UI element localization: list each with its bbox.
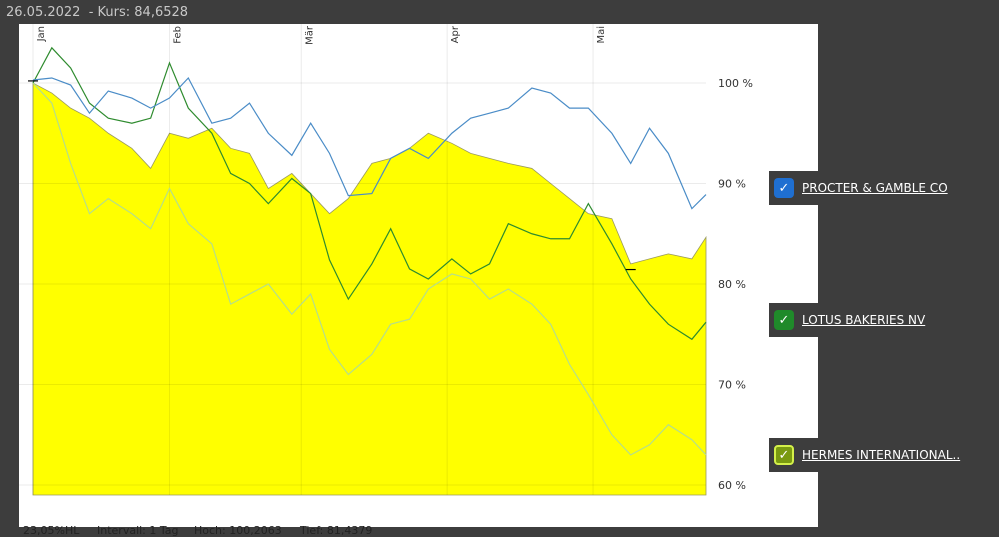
series-line-procter-gamble xyxy=(32,76,707,210)
stat-high: Hoch: 100,2063 xyxy=(194,524,282,537)
y-tick-label: 100 % xyxy=(718,77,753,90)
legend-label[interactable]: HERMES INTERNATIONAL.. xyxy=(802,448,961,462)
checkbox-checked-icon[interactable]: ✓ xyxy=(774,178,794,198)
x-tick-label: Jan xyxy=(36,26,47,42)
legend-label[interactable]: PROCTER & GAMBLE CO xyxy=(802,181,948,195)
x-tick-label: Mai xyxy=(596,26,607,44)
legend-item-procter-gamble[interactable]: ✓ PROCTER & GAMBLE CO xyxy=(769,171,999,205)
stat-low: Tief: 81,4379 xyxy=(300,524,373,537)
series-line-hermes xyxy=(32,82,707,456)
legend-label[interactable]: LOTUS BAKERIES NV xyxy=(802,313,926,327)
y-tick-label: 60 % xyxy=(718,479,746,492)
y-tick-label: 90 % xyxy=(718,178,746,191)
price-chart[interactable]: 100 % 90 % 80 % 70 % 60 % Jan Feb Mär Apr Mai xyxy=(19,24,818,527)
chart-panel: 100 % 90 % 80 % 70 % 60 % Jan Feb Mär Apr Mai 23,… xyxy=(19,24,818,537)
legend-item-hermes[interactable]: ✓ HERMES INTERNATIONAL.. xyxy=(769,438,999,472)
y-tick-label: 70 % xyxy=(718,379,746,392)
y-tick-label: 80 % xyxy=(718,278,746,291)
checkbox-checked-icon[interactable]: ✓ xyxy=(774,445,794,465)
x-tick-label: Mär xyxy=(304,25,315,45)
stat-interval: Intervall: 1 Tag xyxy=(97,524,179,537)
checkbox-checked-icon[interactable]: ✓ xyxy=(774,310,794,330)
series-area-main xyxy=(32,82,707,496)
x-tick-label: Feb xyxy=(172,26,183,44)
x-tick-label: Apr xyxy=(450,25,461,43)
stat-range: 23,05%HL xyxy=(23,524,80,537)
series-line-lotus-bakeries xyxy=(32,46,707,341)
header-kurs: - Kurs: 84,6528 xyxy=(80,5,189,20)
chart-header: 26.05.2022 - Kurs: 84,6528 xyxy=(6,5,188,20)
header-date: 26.05.2022 xyxy=(6,5,81,20)
legend-item-lotus-bakeries[interactable]: ✓ LOTUS BAKERIES NV xyxy=(769,303,999,337)
